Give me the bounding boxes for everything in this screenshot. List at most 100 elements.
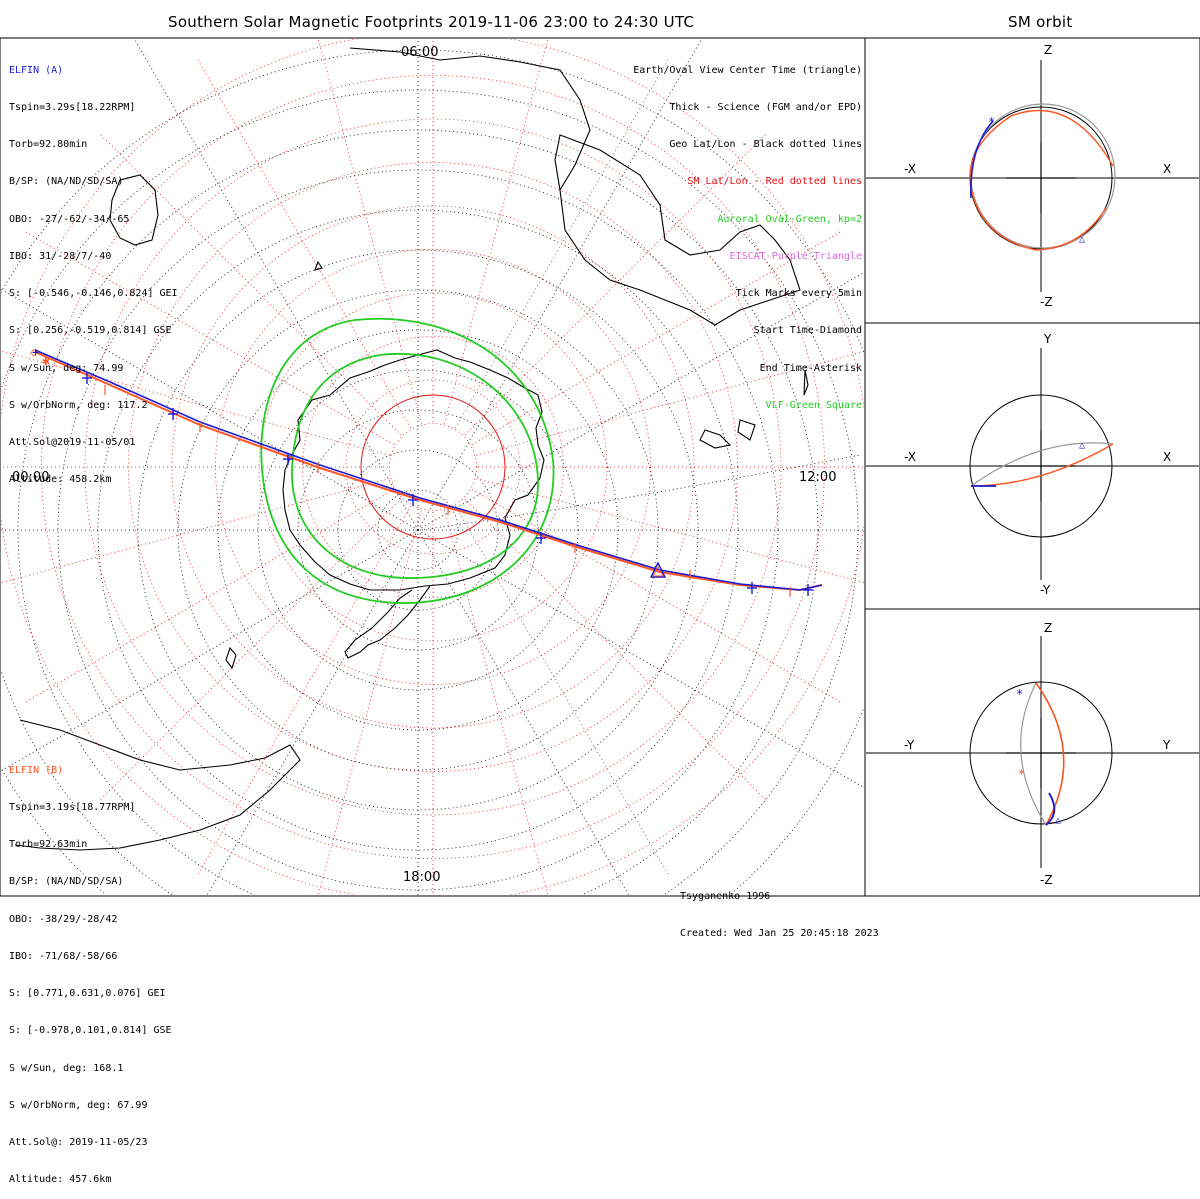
orbit-asterisk-3b: * (1018, 767, 1025, 781)
coast-south-america (14, 719, 301, 851)
sm-orbit-title: SM orbit (1008, 13, 1073, 31)
mlt-label-12: 12:00 (799, 470, 837, 485)
geo-grid (1, 39, 864, 895)
orbit-gray-2 (970, 442, 1114, 487)
view-center-triangle (649, 561, 667, 578)
coast-island-5 (803, 369, 809, 396)
view-center-triangle-b (652, 565, 664, 577)
legend-item-6: Tick Marks every 5min (735, 288, 862, 300)
auroral-oval-outer (260, 317, 555, 604)
orbit-asterisk-3: * (1016, 687, 1023, 701)
elfin-b-line-0: Tspin=3.19s[18.77RPM] (9, 802, 136, 814)
elfin-a-line-1: Torb=92.80min (9, 139, 88, 151)
sm-lon-line (464, 498, 766, 800)
orbit-elfin-b-3 (1035, 682, 1065, 826)
orbit3-right: Y (1163, 738, 1171, 752)
sm-lat-circle (128, 162, 738, 772)
legend-item-8: End Time-Asterisk (759, 362, 862, 374)
earth-circle (969, 394, 1113, 538)
orbit2-right: X (1163, 450, 1172, 464)
orbit1-left: -X (904, 162, 916, 176)
sm-lon-line (1, 478, 390, 584)
sm-lon-line (471, 231, 841, 445)
legend-item-0: Earth/Oval View Center Time (triangle) (633, 64, 862, 76)
sm-lat-circle (345, 379, 521, 555)
legend-item-3: SM Lat/Lon - Red dotted lines (687, 176, 862, 188)
orbit3-left: -Y (904, 738, 915, 752)
geo-lon-line (417, 39, 702, 531)
orbit-triangle-3: △ (1055, 815, 1061, 826)
geo-lon-line (1, 529, 419, 772)
elfin-a-line-7: S w/Sun, deg: 74.99 (9, 362, 124, 374)
elfin-b-line-9: Att.Sol@: 2019-11-05/23 (9, 1137, 148, 1148)
elfin-a-line-2: B/SP: (NA/ND/SD/SA) (9, 176, 124, 188)
elfin-a-line-10: Altitude: 458.2km (9, 474, 112, 486)
earth-circle (969, 681, 1113, 825)
sm-lon-line (197, 505, 411, 875)
orbit-triangle-2: △ (1079, 440, 1085, 451)
legend-item-7: Start Time-Diamond (753, 325, 862, 337)
elfin-b-line-10: Altitude: 457.6km (9, 1174, 112, 1186)
elfin-b-line-5: S: [0.771,0.631,0.076] GEI (9, 988, 166, 1000)
geo-lon-line (417, 529, 864, 788)
legend-item-1: Thick - Science (FGM and/or EPD) (669, 102, 862, 114)
start-diamond-b: ◇ (30, 345, 38, 359)
sm-lat-circle (171, 205, 695, 729)
elfin-a-line-9: Att.Sol@2019-11-05/01 (9, 437, 136, 448)
auroral-oval-inner (291, 352, 539, 579)
sm-lon-line (476, 478, 864, 583)
sm-lon-line (197, 59, 411, 429)
sm-lat-circle (302, 336, 564, 598)
orbit3-down: -Z (1040, 873, 1053, 887)
elfin-a-info: ELFIN (A) Tspin=3.29s[18.22RPM] Torb=92.… (9, 40, 178, 499)
coast-island-2 (737, 419, 756, 441)
sm-lat-circle (389, 423, 477, 511)
orbit2-up: Y (1044, 332, 1052, 346)
geo-lon-line (417, 529, 630, 895)
mlt-label-18: 18:00 (403, 870, 441, 885)
track-elfin-a (34, 349, 823, 591)
sm-lon-line (471, 489, 841, 703)
orbit-panel-1 (866, 60, 1199, 292)
main-title: Southern Solar Magnetic Footprints 2019-… (168, 13, 695, 31)
orbit2-down: -Y (1040, 583, 1051, 597)
orbit1-right: X (1163, 162, 1172, 176)
sm-lon-line (444, 39, 549, 424)
sm-lon-line (455, 59, 669, 429)
orbit1-down: -Z (1040, 295, 1053, 309)
orbit-panel-2 (866, 348, 1199, 580)
sm-lon-line (476, 351, 864, 456)
geo-lon-line (206, 529, 419, 895)
sm-lon-line (25, 489, 395, 703)
elfin-b-line-1: Torb=92.63min (9, 839, 88, 851)
footprint-map: ◇ ✱ + * △ △ * * △ (0, 37, 1200, 897)
coast-island-1 (699, 429, 732, 449)
sm-lon-line (455, 505, 669, 875)
elfin-a-line-6: S: [0.256,-0.519,0.814] GSE (9, 325, 172, 337)
coast-indian-sector (349, 47, 591, 191)
mlt-label-06: 06:00 (401, 45, 439, 60)
map-legend: Earth/Oval View Center Time (triangle) T… (633, 40, 862, 425)
elfin-b-line-7: S w/Sun, deg: 168.1 (9, 1062, 124, 1074)
orbit-elfin-a-3 (1045, 792, 1056, 826)
elfin-b-line-8: S w/OrbNorm, deg: 67.99 (9, 1099, 148, 1111)
coast-australia (109, 174, 159, 246)
orbit-elfin-a-1 (970, 120, 994, 199)
sm-lon-line (100, 134, 402, 436)
geo-lon-line (1, 288, 419, 531)
orbit-panel-3 (866, 636, 1199, 868)
end-asterisk-b: ✱ (42, 354, 50, 369)
sm-lon-line (444, 510, 549, 895)
auroral-ovals (260, 317, 555, 604)
sm-lon-line (317, 510, 422, 895)
credit-block: Tsyganenko-1996 Created: Wed Jan 25 20:4… (680, 866, 879, 953)
sm-lon-line (317, 39, 422, 424)
legend-item-5: EISCAT-Purple Triangle (729, 250, 862, 262)
legend-item-9: VLF-Green Square (765, 399, 862, 411)
orbit-gray-3 (1020, 682, 1047, 826)
coast-island-3 (314, 260, 323, 271)
elfin-b-line-3: OBO: -38/29/-28/42 (9, 913, 118, 925)
elfin-a-line-3: OBO: -27/-62/-34/-65 (9, 213, 130, 225)
geo-lon-line (417, 272, 864, 531)
legend-item-4: Auroral Oval-Green, kp=2 (717, 213, 863, 225)
